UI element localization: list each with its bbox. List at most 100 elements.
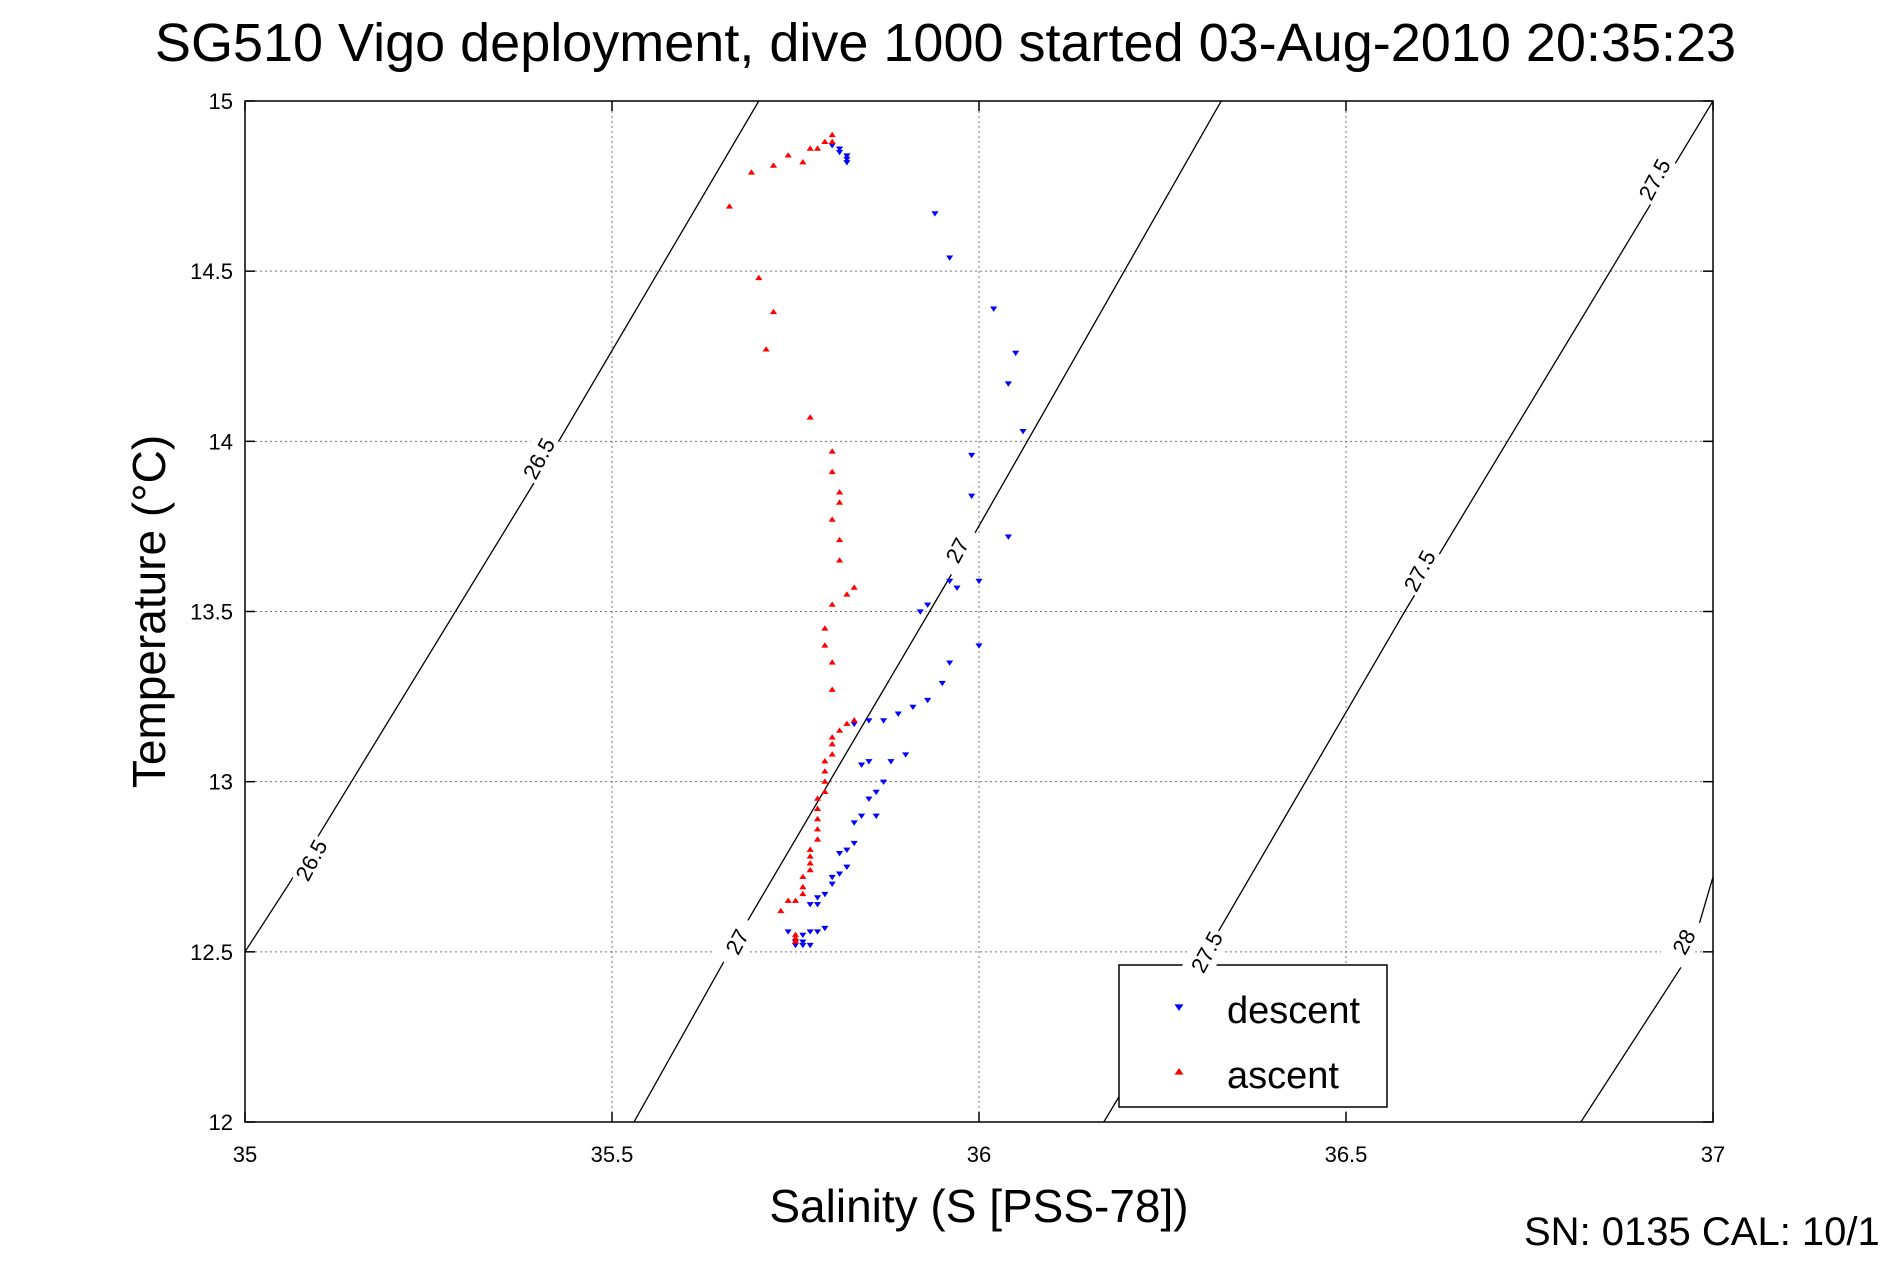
ascent-point — [835, 499, 844, 505]
isopycnal-line-28 — [1580, 876, 1713, 1122]
ascent-point — [821, 138, 829, 144]
descent-point — [806, 942, 814, 949]
x-axis-label: Salinity (S [PSS-78]) — [769, 1180, 1188, 1232]
descent-point — [799, 942, 807, 949]
descent-point — [968, 493, 976, 500]
ascent-point — [762, 346, 770, 352]
descent-point — [872, 789, 880, 796]
ascent-point — [813, 145, 822, 151]
descent-point — [806, 902, 814, 908]
descent-point — [813, 902, 822, 908]
descent-point — [835, 871, 844, 877]
ascent-point — [813, 805, 822, 811]
ascent-point — [821, 758, 829, 764]
ascent-point — [784, 152, 792, 158]
descent-point — [1004, 534, 1012, 540]
y-axis-label: Temperature (°C) — [123, 435, 175, 788]
ascent-point — [821, 642, 829, 648]
descent-point — [799, 932, 807, 939]
ascent-point — [799, 883, 807, 890]
descent-point — [938, 680, 946, 687]
ascent-point — [806, 145, 814, 151]
ascent-point — [784, 897, 792, 903]
descent-point — [813, 895, 822, 901]
descent-point — [835, 146, 844, 152]
y-tick-label: 13 — [209, 770, 233, 795]
ascent-point — [799, 159, 807, 165]
grid — [245, 101, 1713, 1122]
descent-point — [946, 255, 954, 261]
ascent-point — [806, 860, 814, 866]
ascent-point — [828, 516, 836, 522]
isopycnal-label-bg — [932, 522, 982, 579]
x-tick-label: 35 — [233, 1142, 257, 1167]
x-tick-label: 35.5 — [591, 1142, 634, 1167]
ascent-point — [769, 162, 778, 168]
isopycnal-line-26.5 — [245, 101, 760, 953]
isopycnal-label-bg — [712, 913, 762, 970]
descent-point — [813, 929, 822, 935]
descent-point — [880, 718, 888, 724]
ascent-point — [843, 591, 851, 597]
isopycnal-label-bg — [514, 430, 564, 487]
ascent-point — [821, 788, 829, 794]
ascent-point — [806, 866, 814, 873]
descent-point — [865, 759, 873, 765]
ascent-point — [777, 907, 785, 914]
ascent-point — [806, 853, 814, 859]
descent-point — [975, 578, 983, 585]
descent-point — [806, 929, 814, 935]
descent-point — [843, 160, 851, 166]
descent-point — [784, 929, 792, 935]
ascent-point — [828, 751, 836, 757]
ascent-point — [835, 489, 844, 495]
isopycnal-label-bg — [1629, 151, 1679, 208]
ascent-point — [806, 414, 814, 420]
ascent-point — [806, 846, 814, 852]
legend-label-descent: descent — [1227, 990, 1361, 1032]
ascent-point — [813, 795, 822, 801]
x-tick-label: 37 — [1701, 1142, 1725, 1167]
descent-point — [909, 704, 917, 711]
descent-point — [850, 820, 858, 826]
legend-marker-descent — [1174, 1004, 1184, 1012]
descent-point — [931, 211, 939, 217]
ascent-point — [828, 138, 836, 144]
ascent-point — [791, 934, 800, 941]
descent-point — [843, 864, 851, 870]
descent-point — [953, 585, 961, 591]
descent-point — [821, 891, 829, 898]
descent-point — [799, 939, 807, 945]
ascent-point — [828, 740, 836, 747]
descent-point — [946, 578, 954, 585]
ascent-point — [828, 601, 836, 607]
axis-ticks: 35 35.5 36 36.5 37 12 12.5 13 13.5 14 14.5 15 — [190, 89, 1725, 1167]
ascent-point — [799, 873, 807, 880]
descent-point — [828, 874, 836, 881]
descent-point — [887, 759, 895, 765]
descent-point — [894, 711, 902, 717]
descent-point — [924, 697, 932, 704]
ascent-point — [813, 836, 822, 842]
ascent-point — [835, 536, 844, 543]
ascent-point — [828, 734, 836, 740]
isopycnal-line-27 — [633, 101, 1222, 1122]
y-tick-label: 12 — [209, 1110, 233, 1135]
descent-point — [828, 143, 836, 149]
ascent-point — [799, 890, 807, 897]
isopycnal-label-bg — [1659, 913, 1709, 970]
descent-point — [821, 925, 829, 932]
ascent-series — [725, 131, 858, 944]
ascent-point — [835, 727, 844, 733]
descent-point — [857, 813, 866, 819]
ascent-point — [813, 815, 822, 822]
ascent-point — [850, 717, 858, 723]
descent-point — [880, 779, 888, 785]
ascent-point — [828, 468, 836, 475]
ascent-point — [747, 169, 756, 175]
descent-point — [828, 881, 836, 888]
descent-point — [1012, 350, 1020, 357]
descent-point — [1019, 429, 1027, 435]
ascent-point — [828, 131, 836, 138]
descent-point — [968, 452, 976, 459]
